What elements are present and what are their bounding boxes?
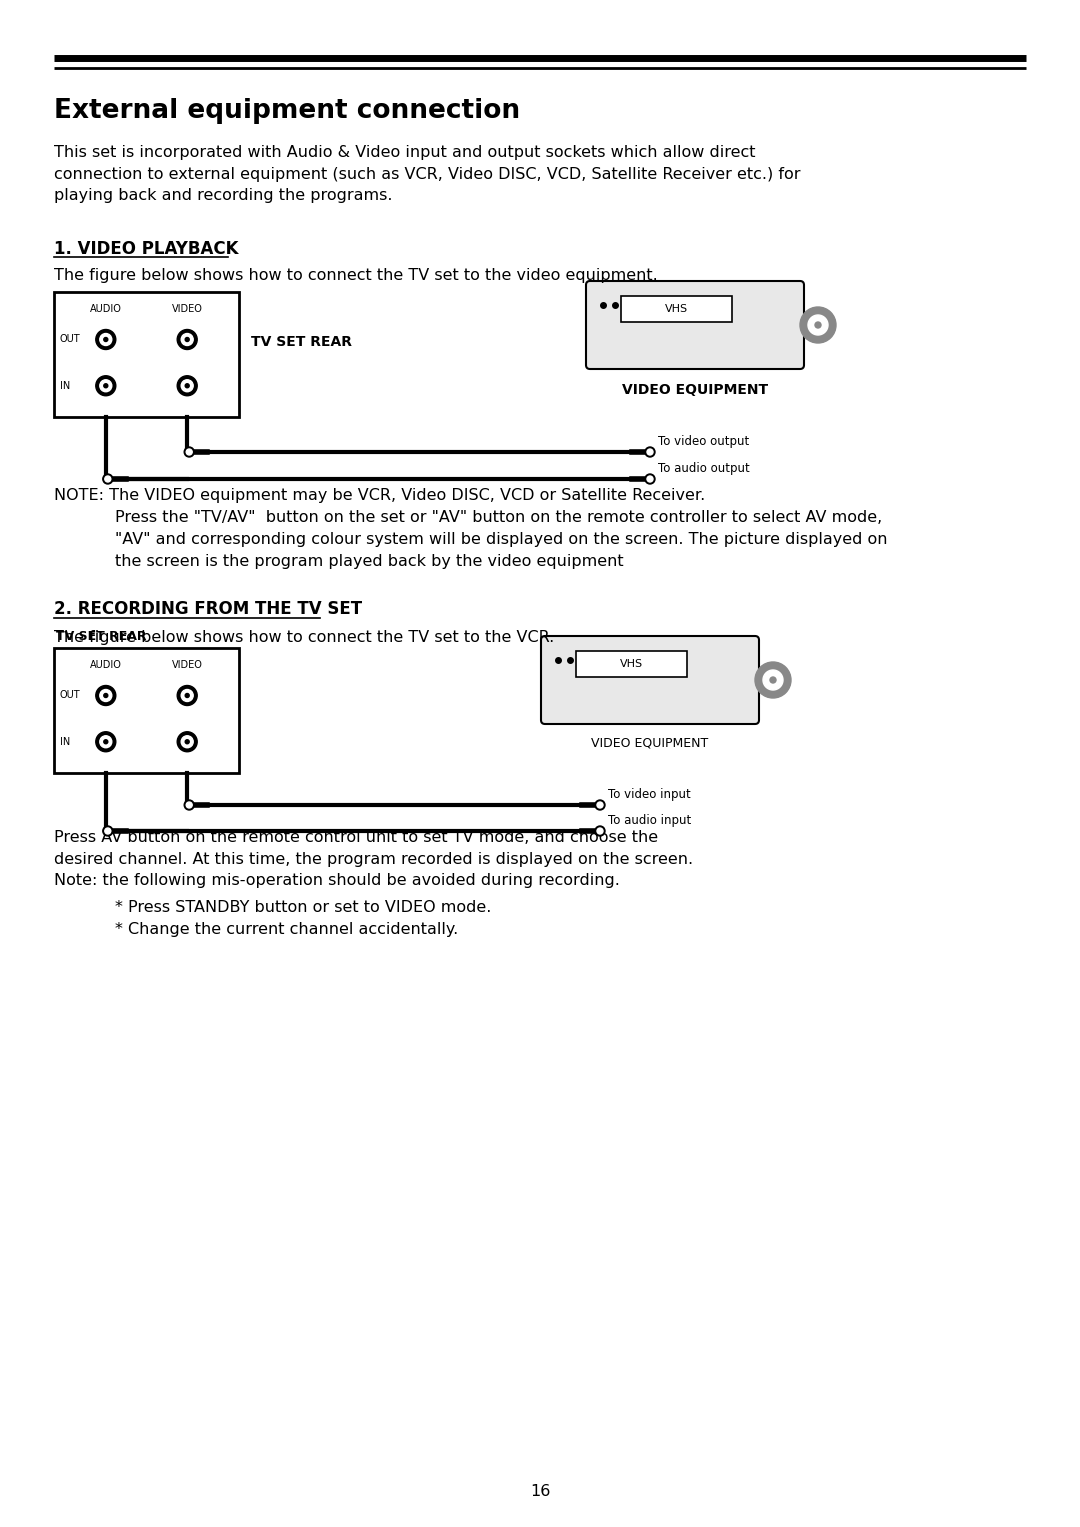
Text: VIDEO: VIDEO [172, 304, 203, 315]
Circle shape [597, 828, 603, 834]
Circle shape [103, 826, 112, 835]
Circle shape [105, 828, 111, 834]
Text: VIDEO EQUIPMENT: VIDEO EQUIPMENT [592, 736, 708, 750]
Circle shape [96, 376, 116, 395]
FancyBboxPatch shape [621, 296, 732, 322]
Text: IN: IN [60, 380, 70, 391]
Text: This set is incorporated with Audio & Video input and output sockets which allow: This set is incorporated with Audio & Vi… [54, 145, 800, 203]
Circle shape [181, 333, 193, 345]
Circle shape [104, 337, 108, 342]
Circle shape [99, 333, 112, 345]
Circle shape [595, 826, 605, 835]
Text: 16: 16 [530, 1484, 550, 1500]
Circle shape [177, 376, 198, 395]
Text: * Press STANDBY button or set to VIDEO mode.: * Press STANDBY button or set to VIDEO m… [114, 899, 491, 915]
Circle shape [595, 800, 605, 809]
Text: "AV" and corresponding colour system will be displayed on the screen. The pictur: "AV" and corresponding colour system wil… [114, 531, 888, 547]
Text: TV SET REAR: TV SET REAR [56, 631, 147, 643]
Text: VHS: VHS [664, 304, 688, 315]
Text: 2. RECORDING FROM THE TV SET: 2. RECORDING FROM THE TV SET [54, 600, 362, 618]
Circle shape [185, 383, 189, 388]
Circle shape [99, 690, 112, 701]
Circle shape [185, 693, 189, 698]
Circle shape [105, 476, 111, 483]
Circle shape [104, 693, 108, 698]
FancyBboxPatch shape [576, 651, 687, 676]
Text: 1. VIDEO PLAYBACK: 1. VIDEO PLAYBACK [54, 240, 239, 258]
Circle shape [181, 380, 193, 392]
Circle shape [103, 473, 112, 484]
Circle shape [645, 447, 654, 457]
Text: VIDEO EQUIPMENT: VIDEO EQUIPMENT [622, 383, 768, 397]
Circle shape [177, 330, 198, 350]
Bar [54, 292, 239, 417]
Text: NOTE: The VIDEO equipment may be VCR, Video DISC, VCD or Satellite Receiver.: NOTE: The VIDEO equipment may be VCR, Vi… [54, 489, 705, 502]
FancyBboxPatch shape [586, 281, 804, 370]
Text: The figure below shows how to connect the TV set to the VCR.: The figure below shows how to connect th… [54, 631, 554, 644]
Text: VHS: VHS [620, 660, 643, 669]
Bar [54, 647, 239, 773]
Text: To audio input: To audio input [608, 814, 691, 828]
Circle shape [96, 686, 116, 705]
Circle shape [597, 802, 603, 808]
Text: IN: IN [60, 736, 70, 747]
Circle shape [186, 802, 192, 808]
Circle shape [104, 739, 108, 744]
Circle shape [770, 676, 777, 683]
Circle shape [99, 380, 112, 392]
Circle shape [177, 686, 198, 705]
Text: To audio output: To audio output [658, 463, 750, 475]
Circle shape [99, 736, 112, 748]
Text: OUT: OUT [60, 690, 81, 701]
Circle shape [647, 449, 653, 455]
Circle shape [96, 731, 116, 751]
Text: VIDEO: VIDEO [172, 660, 203, 670]
Text: To video output: To video output [658, 435, 750, 447]
Circle shape [185, 800, 194, 809]
Circle shape [647, 476, 653, 483]
Circle shape [185, 337, 189, 342]
Circle shape [800, 307, 836, 344]
Text: Press AV button on the remote control unit to set TV mode, and choose the
desire: Press AV button on the remote control un… [54, 831, 693, 889]
Text: Press the "TV/AV"  button on the set or "AV" button on the remote controller to : Press the "TV/AV" button on the set or "… [114, 510, 882, 525]
Circle shape [186, 449, 192, 455]
Text: TV SET REAR: TV SET REAR [251, 334, 352, 350]
Circle shape [185, 739, 189, 744]
Text: the screen is the program played back by the video equipment: the screen is the program played back by… [114, 554, 623, 570]
Text: OUT: OUT [60, 334, 81, 345]
Circle shape [762, 670, 783, 690]
Circle shape [808, 315, 828, 334]
Text: AUDIO: AUDIO [90, 304, 122, 315]
Circle shape [185, 447, 194, 457]
FancyBboxPatch shape [541, 637, 759, 724]
Text: To video input: To video input [608, 788, 691, 802]
Circle shape [104, 383, 108, 388]
Text: * Change the current channel accidentally.: * Change the current channel accidentall… [114, 922, 458, 938]
Circle shape [815, 322, 821, 328]
Text: External equipment connection: External equipment connection [54, 98, 521, 124]
Circle shape [181, 690, 193, 701]
Circle shape [755, 663, 791, 698]
Circle shape [645, 473, 654, 484]
Text: AUDIO: AUDIO [90, 660, 122, 670]
Circle shape [181, 736, 193, 748]
Text: The figure below shows how to connect the TV set to the video equipment.: The figure below shows how to connect th… [54, 269, 658, 282]
Circle shape [96, 330, 116, 350]
Circle shape [177, 731, 198, 751]
